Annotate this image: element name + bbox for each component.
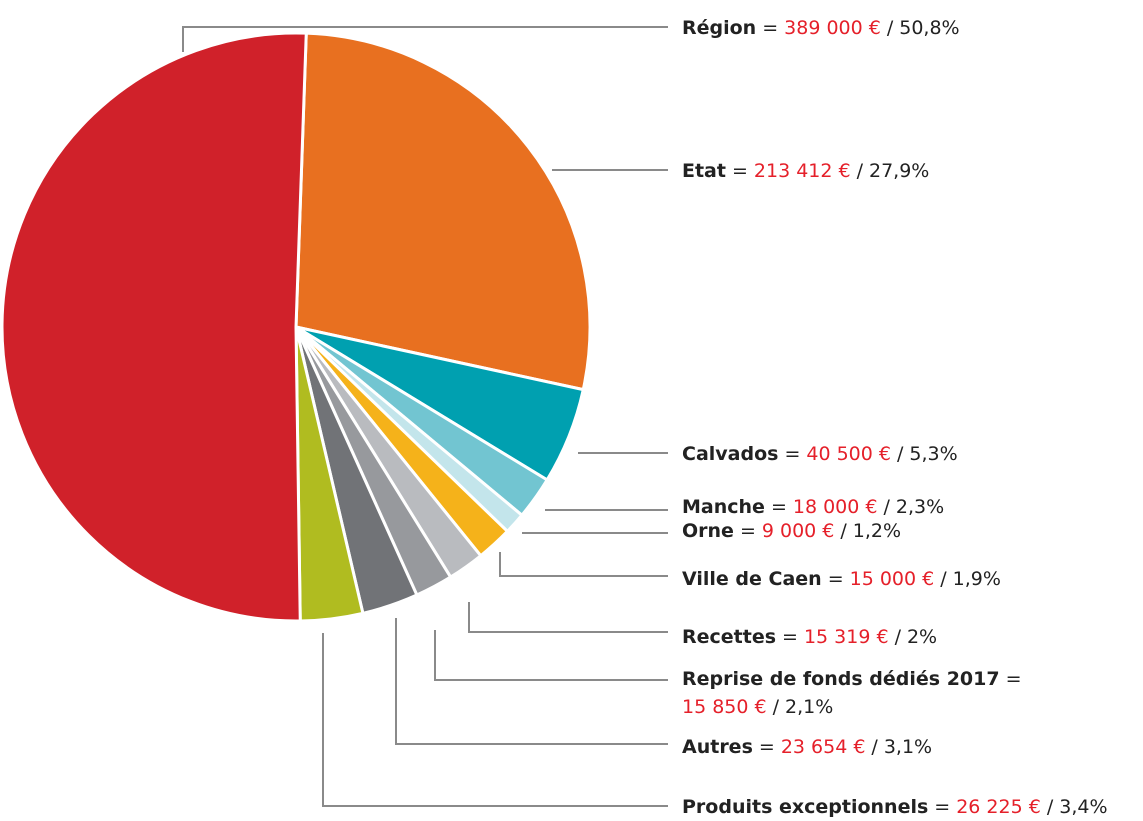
label-value: 15 319 €: [804, 626, 889, 648]
label-equals: =: [732, 160, 748, 182]
label-value: 18 000 €: [793, 496, 878, 518]
leader-line: [395, 618, 668, 745]
label-name: Produits exceptionnels: [682, 796, 928, 818]
label-percent: 3,4%: [1059, 796, 1107, 818]
leader-line: [499, 552, 668, 577]
label-divider: /: [895, 626, 902, 648]
label-divider: /: [857, 160, 864, 182]
label-divider: /: [897, 443, 904, 465]
label-divider: /: [887, 17, 894, 39]
label-divider: /: [871, 736, 878, 758]
label-name: Ville de Caen: [682, 568, 822, 590]
label-equals: =: [828, 568, 844, 590]
slice-label: Autres = 23 654 €/ 3,1%: [682, 736, 932, 758]
label-divider: /: [1047, 796, 1054, 818]
label-name: Région: [682, 17, 756, 39]
slice-label: Calvados = 40 500 € /5,3%: [682, 443, 958, 465]
label-percent: 2,1%: [785, 696, 833, 718]
label-name: Autres: [682, 736, 753, 758]
label-value: 389 000 €: [784, 17, 881, 39]
label-percent: 3,1%: [884, 736, 932, 758]
label-value: 23 654 €: [781, 736, 866, 758]
label-equals: =: [762, 17, 778, 39]
label-percent: 2%: [907, 626, 937, 648]
slice-label: Région = 389 000 € /50,8%: [682, 17, 960, 39]
slice-label: Produits exceptionnels = 26 225 € /3,4%: [682, 796, 1108, 818]
label-name: Reprise de fonds dédiés 2017: [682, 668, 1000, 690]
label-divider: /: [883, 496, 890, 518]
slice-label: Etat = 213 412 € /27,9%: [682, 160, 929, 182]
label-percent: 2,3%: [896, 496, 944, 518]
label-name: Calvados: [682, 443, 778, 465]
label-name: Recettes: [682, 626, 776, 648]
label-equals: =: [782, 626, 798, 648]
label-divider: /: [840, 520, 847, 542]
label-equals: =: [771, 496, 787, 518]
label-value: 26 225 €: [956, 796, 1041, 818]
label-percent: 1,2%: [853, 520, 901, 542]
slice-label: Ville de Caen = 15 000 €/ 1,9%: [682, 568, 1001, 590]
label-equals: =: [759, 736, 775, 758]
label-equals: =: [740, 520, 756, 542]
label-percent: 5,3%: [909, 443, 957, 465]
label-divider: /: [940, 568, 947, 590]
leader-line: [434, 630, 668, 681]
label-percent: 1,9%: [953, 568, 1001, 590]
label-name: Etat: [682, 160, 726, 182]
label-value: 213 412 €: [754, 160, 851, 182]
label-name: Manche: [682, 496, 765, 518]
label-name: Orne: [682, 520, 734, 542]
label-divider: /: [773, 696, 780, 718]
slice-label: Manche = 18 000 €/ 2,3%: [682, 496, 944, 518]
label-value: 9 000 €: [762, 520, 835, 542]
label-value: 15 850 €: [682, 696, 767, 718]
label-value: 40 500 €: [806, 443, 891, 465]
slice: [0, 31, 308, 623]
label-equals: =: [784, 443, 800, 465]
slice-label: Orne = 9 000 €/ 1,2%: [682, 520, 901, 542]
label-equals: =: [1006, 668, 1022, 690]
label-percent: 27,9%: [869, 160, 929, 182]
leader-line: [182, 26, 668, 52]
slice-label: Reprise de fonds dédiés 2017 =: [682, 668, 1022, 690]
leader-line: [322, 633, 668, 807]
label-equals: =: [934, 796, 950, 818]
slice-label: Recettes = 15 319 € /2%: [682, 626, 937, 648]
slice-label: 15 850 € /2,1%: [682, 696, 833, 718]
label-percent: 50,8%: [899, 17, 959, 39]
leader-line: [468, 602, 668, 633]
label-value: 15 000 €: [850, 568, 935, 590]
slice: [294, 31, 592, 392]
